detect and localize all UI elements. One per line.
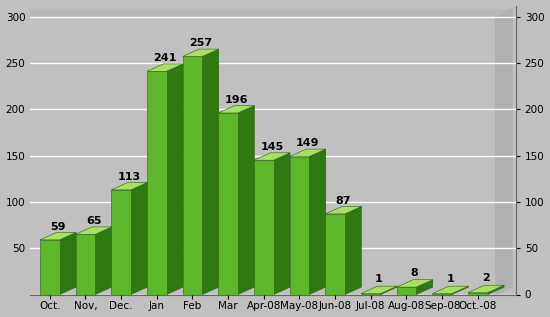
Polygon shape: [432, 286, 469, 294]
Text: 1: 1: [447, 274, 454, 284]
Polygon shape: [397, 287, 416, 294]
Polygon shape: [238, 106, 255, 294]
Polygon shape: [290, 149, 326, 157]
Polygon shape: [183, 56, 202, 294]
Polygon shape: [40, 240, 59, 294]
Polygon shape: [111, 190, 131, 294]
Text: 113: 113: [118, 171, 141, 182]
Polygon shape: [131, 183, 147, 294]
Polygon shape: [416, 280, 433, 294]
Text: 1: 1: [375, 274, 383, 284]
Polygon shape: [76, 234, 95, 294]
Polygon shape: [325, 206, 361, 214]
Polygon shape: [218, 106, 255, 113]
Polygon shape: [488, 285, 504, 294]
Polygon shape: [167, 64, 183, 294]
Polygon shape: [147, 71, 167, 294]
Polygon shape: [345, 206, 361, 294]
Polygon shape: [325, 214, 345, 294]
Text: 65: 65: [86, 216, 101, 226]
Polygon shape: [59, 232, 76, 294]
Polygon shape: [397, 280, 433, 287]
Polygon shape: [452, 286, 469, 294]
Polygon shape: [147, 64, 183, 71]
Text: 145: 145: [260, 142, 284, 152]
Text: 196: 196: [224, 95, 248, 105]
Polygon shape: [95, 227, 112, 294]
Polygon shape: [361, 286, 397, 294]
Text: 241: 241: [153, 53, 177, 63]
Text: 59: 59: [50, 222, 66, 231]
Polygon shape: [111, 183, 147, 190]
Polygon shape: [202, 49, 219, 294]
Polygon shape: [218, 113, 238, 294]
Polygon shape: [290, 157, 309, 294]
Polygon shape: [40, 232, 76, 240]
Polygon shape: [468, 293, 488, 294]
Polygon shape: [76, 227, 112, 234]
Polygon shape: [496, 9, 512, 294]
Polygon shape: [183, 49, 219, 56]
Text: 149: 149: [296, 138, 320, 148]
Polygon shape: [273, 153, 290, 294]
Text: 2: 2: [482, 273, 490, 283]
Text: 257: 257: [189, 38, 212, 48]
Text: 87: 87: [336, 196, 351, 206]
Polygon shape: [254, 153, 290, 160]
Polygon shape: [309, 149, 326, 294]
Text: 8: 8: [411, 268, 419, 278]
Polygon shape: [468, 285, 504, 293]
Polygon shape: [254, 160, 273, 294]
Polygon shape: [381, 286, 397, 294]
